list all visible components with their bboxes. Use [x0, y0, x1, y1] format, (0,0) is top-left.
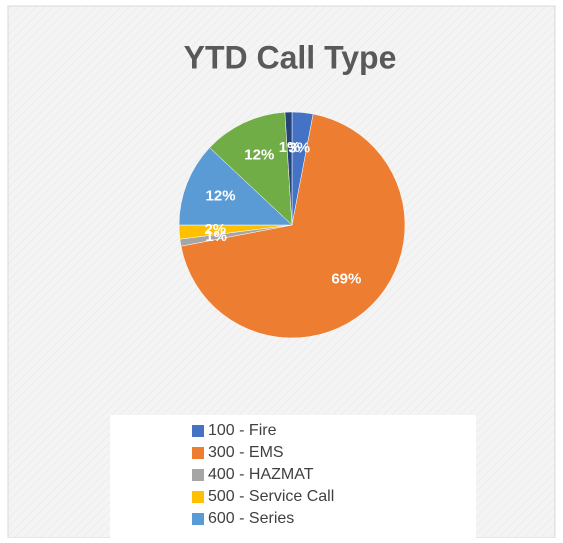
data-label: 1% [205, 228, 227, 245]
legend-label: 500 - Service Call [208, 488, 334, 505]
data-label: 3% [288, 139, 310, 156]
data-label: 1% [279, 139, 301, 156]
pie-slice [284, 111, 293, 226]
legend-box [110, 415, 476, 538]
pie-slice [180, 113, 406, 339]
data-label: 69% [331, 270, 361, 287]
legend-swatch [192, 447, 204, 459]
data-label: 12% [206, 188, 236, 205]
legend-swatch [192, 513, 204, 525]
legend-label: 300 - EMS [208, 444, 284, 461]
legend-swatch [192, 469, 204, 481]
legend-label: 400 - HAZMAT [208, 466, 314, 483]
legend-swatch [192, 425, 204, 437]
legend-label: 100 - Fire [208, 422, 277, 439]
data-label: 12% [244, 146, 274, 163]
legend-label: 600 - Series [208, 510, 294, 527]
data-label: 2% [204, 221, 226, 238]
legend-swatch [192, 491, 204, 503]
chart-title: YTD Call Type [184, 39, 397, 75]
pie-slice [178, 147, 293, 226]
pie-slice [209, 111, 293, 226]
